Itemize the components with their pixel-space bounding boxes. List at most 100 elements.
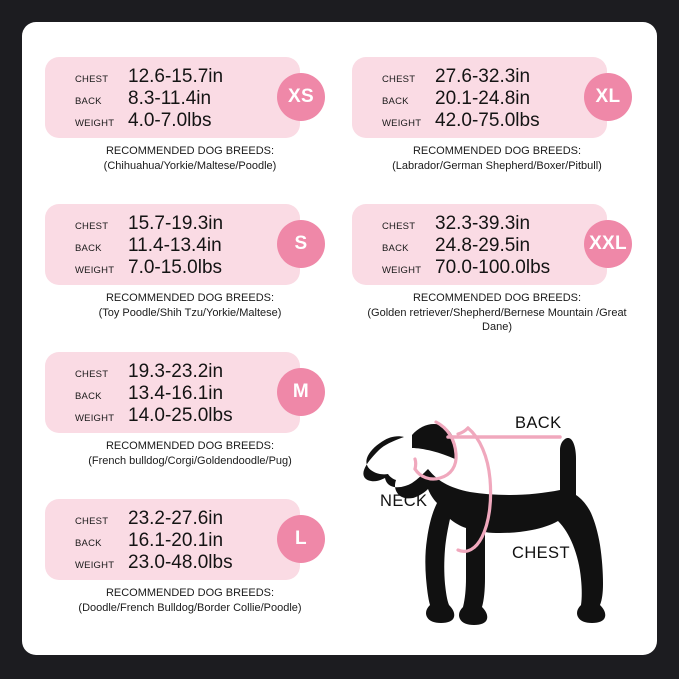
row-label-weight: WEIGHT	[75, 265, 115, 276]
diagram-label-chest: CHEST	[512, 544, 570, 562]
row-label-back: BACK	[75, 96, 102, 107]
diagram-label-back: BACK	[515, 414, 562, 432]
measurement-row-back: BACK 20.1-24.8in	[382, 88, 612, 109]
size-card-s: CHEST 15.7-19.3in BACK 11.4-13.4in WEIGH…	[45, 204, 335, 320]
row-value-chest: 27.6-32.3in	[435, 66, 531, 87]
breeds-list: (Chihuahua/Yorkie/Maltese/Poodle)	[103, 159, 277, 172]
row-label-back: BACK	[75, 538, 102, 549]
size-card-body: CHEST 32.3-39.3in BACK 24.8-29.5in WEIGH…	[352, 204, 632, 285]
measurement-rows: CHEST 23.2-27.6in BACK 16.1-20.1in WEIGH…	[75, 508, 305, 574]
size-badge-s: S	[277, 220, 325, 268]
row-value-chest: 15.7-19.3in	[128, 213, 224, 234]
measurement-row-back: BACK 16.1-20.1in	[75, 530, 305, 551]
row-label-back: BACK	[75, 391, 102, 402]
size-badge-xxl: XXL	[584, 220, 632, 268]
size-card-xxl: CHEST 32.3-39.3in BACK 24.8-29.5in WEIGH…	[352, 204, 642, 335]
size-card-body: CHEST 23.2-27.6in BACK 16.1-20.1in WEIGH…	[45, 499, 325, 580]
measurement-row-weight: WEIGHT 4.0-7.0lbs	[75, 110, 305, 131]
size-badge-xs: XS	[277, 73, 325, 121]
recommended-heading: RECOMMENDED DOG BREEDS:	[105, 292, 275, 304]
size-card-l: CHEST 23.2-27.6in BACK 16.1-20.1in WEIGH…	[45, 499, 335, 615]
recommended-heading: RECOMMENDED DOG BREEDS:	[412, 145, 582, 157]
size-card-body: CHEST 15.7-19.3in BACK 11.4-13.4in WEIGH…	[45, 204, 325, 285]
measurement-row-chest: CHEST 27.6-32.3in	[382, 66, 612, 87]
measurement-rows: CHEST 15.7-19.3in BACK 11.4-13.4in WEIGH…	[75, 213, 305, 279]
measurement-rows: CHEST 27.6-32.3in BACK 20.1-24.8in WEIGH…	[382, 66, 612, 132]
row-label-weight: WEIGHT	[382, 265, 422, 276]
breeds-list: (French bulldog/Corgi/Goldendoodle/Pug)	[88, 454, 292, 467]
neck-measure-loop	[413, 420, 458, 481]
row-value-back: 13.4-16.1in	[128, 383, 224, 404]
breeds-caption-xl: RECOMMENDED DOG BREEDS: (Labrador/German…	[352, 144, 642, 173]
row-label-back: BACK	[75, 243, 102, 254]
measurement-row-back: BACK 24.8-29.5in	[382, 235, 612, 256]
row-value-weight: 4.0-7.0lbs	[128, 110, 212, 131]
row-value-weight: 42.0-75.0lbs	[435, 110, 540, 131]
dog-measurement-diagram: BACK NECK CHEST	[352, 362, 652, 637]
row-value-back: 20.1-24.8in	[435, 88, 531, 109]
row-label-back: BACK	[382, 243, 409, 254]
row-value-back: 11.4-13.4in	[128, 235, 222, 256]
row-value-weight: 7.0-15.0lbs	[128, 257, 223, 278]
measurement-row-back: BACK 13.4-16.1in	[75, 383, 305, 404]
measurement-row-weight: WEIGHT 42.0-75.0lbs	[382, 110, 612, 131]
breeds-caption-xs: RECOMMENDED DOG BREEDS: (Chihuahua/Yorki…	[45, 144, 335, 173]
measurement-row-chest: CHEST 15.7-19.3in	[75, 213, 305, 234]
size-card-xl: CHEST 27.6-32.3in BACK 20.1-24.8in WEIGH…	[352, 57, 642, 173]
recommended-heading: RECOMMENDED DOG BREEDS:	[105, 440, 275, 452]
measurement-row-chest: CHEST 12.6-15.7in	[75, 66, 305, 87]
measurement-rows: CHEST 12.6-15.7in BACK 8.3-11.4in WEIGHT…	[75, 66, 305, 132]
row-value-back: 24.8-29.5in	[435, 235, 531, 256]
breeds-caption-s: RECOMMENDED DOG BREEDS: (Toy Poodle/Shih…	[45, 291, 335, 320]
row-label-weight: WEIGHT	[75, 560, 115, 571]
row-value-chest: 23.2-27.6in	[128, 508, 224, 529]
row-value-chest: 32.3-39.3in	[435, 213, 531, 234]
breeds-caption-l: RECOMMENDED DOG BREEDS: (Doodle/French B…	[45, 586, 335, 615]
measurement-row-chest: CHEST 23.2-27.6in	[75, 508, 305, 529]
row-label-chest: CHEST	[75, 516, 109, 527]
row-label-weight: WEIGHT	[75, 413, 115, 424]
size-card-body: CHEST 19.3-23.2in BACK 13.4-16.1in WEIGH…	[45, 352, 325, 433]
size-card-xs: CHEST 12.6-15.7in BACK 8.3-11.4in WEIGHT…	[45, 57, 335, 173]
breeds-list: (Toy Poodle/Shih Tzu/Yorkie/Maltese)	[98, 306, 282, 319]
row-label-chest: CHEST	[75, 74, 109, 85]
dog-silhouette-icon	[363, 420, 606, 625]
size-card-m: CHEST 19.3-23.2in BACK 13.4-16.1in WEIGH…	[45, 352, 335, 468]
measurement-row-chest: CHEST 19.3-23.2in	[75, 361, 305, 382]
row-label-chest: CHEST	[75, 369, 109, 380]
measurement-row-back: BACK 11.4-13.4in	[75, 235, 305, 256]
breeds-list: (Doodle/French Bulldog/Border Collie/Poo…	[78, 601, 302, 614]
row-value-chest: 19.3-23.2in	[128, 361, 224, 382]
size-chart-panel: CHEST 12.6-15.7in BACK 8.3-11.4in WEIGHT…	[22, 22, 657, 655]
size-card-body: CHEST 27.6-32.3in BACK 20.1-24.8in WEIGH…	[352, 57, 632, 138]
row-label-chest: CHEST	[75, 221, 109, 232]
breeds-list: (Labrador/German Shepherd/Boxer/Pitbull)	[392, 159, 602, 172]
measurement-row-weight: WEIGHT 23.0-48.0lbs	[75, 552, 305, 573]
measurement-row-chest: CHEST 32.3-39.3in	[382, 213, 612, 234]
row-value-chest: 12.6-15.7in	[128, 66, 224, 87]
row-label-back: BACK	[382, 96, 409, 107]
breeds-list: (Golden retriever/Shepherd/Bernese Mount…	[367, 306, 627, 334]
measurement-rows: CHEST 19.3-23.2in BACK 13.4-16.1in WEIGH…	[75, 361, 305, 427]
row-label-chest: CHEST	[382, 74, 416, 85]
recommended-heading: RECOMMENDED DOG BREEDS:	[105, 145, 275, 157]
row-value-back: 16.1-20.1in	[128, 530, 224, 551]
row-label-weight: WEIGHT	[75, 118, 115, 129]
breeds-caption-m: RECOMMENDED DOG BREEDS: (French bulldog/…	[45, 439, 335, 468]
size-badge-m: M	[277, 368, 325, 416]
diagram-label-neck: NECK	[380, 492, 428, 510]
size-badge-xl: XL	[584, 73, 632, 121]
measurement-row-weight: WEIGHT 7.0-15.0lbs	[75, 257, 305, 278]
chest-measure-loop	[456, 426, 493, 553]
row-label-weight: WEIGHT	[382, 118, 422, 129]
size-card-body: CHEST 12.6-15.7in BACK 8.3-11.4in WEIGHT…	[45, 57, 325, 138]
recommended-heading: RECOMMENDED DOG BREEDS:	[412, 292, 582, 304]
measurement-row-back: BACK 8.3-11.4in	[75, 88, 305, 109]
measurement-row-weight: WEIGHT 14.0-25.0lbs	[75, 405, 305, 426]
row-label-chest: CHEST	[382, 221, 416, 232]
row-value-back: 8.3-11.4in	[128, 88, 212, 109]
row-value-weight: 70.0-100.0lbs	[435, 257, 551, 278]
breeds-caption-xxl: RECOMMENDED DOG BREEDS: (Golden retrieve…	[352, 291, 642, 335]
measurement-rows: CHEST 32.3-39.3in BACK 24.8-29.5in WEIGH…	[382, 213, 612, 279]
